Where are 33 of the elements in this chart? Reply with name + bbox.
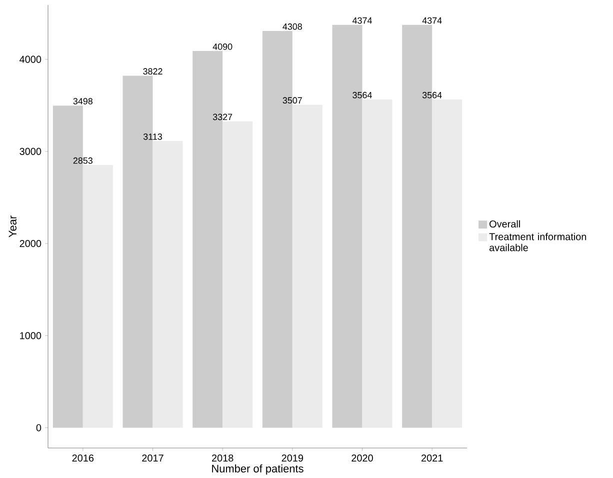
data-label: 3113 (143, 133, 162, 140)
data-label: 3507 (282, 97, 302, 104)
x-tick-label: 2021 (422, 454, 443, 462)
bar (362, 99, 392, 428)
legend-label: Overall (490, 220, 520, 228)
bar (82, 164, 113, 428)
y-tick-label: 0 (36, 424, 42, 432)
bar (222, 121, 253, 428)
data-label: 3564 (352, 92, 372, 98)
data-label: 2853 (73, 157, 92, 164)
bar (432, 99, 462, 428)
bar (152, 141, 183, 428)
y-tick-label: 3000 (20, 148, 42, 155)
y-tick-label: 4000 (20, 56, 42, 63)
data-label: 3564 (422, 92, 442, 98)
data-label: 4374 (422, 17, 442, 24)
x-axis-title: Number of patients (212, 464, 304, 475)
data-label: 3498 (73, 98, 92, 104)
data-label: 3327 (212, 114, 232, 120)
x-tick-label: 2018 (212, 454, 234, 462)
data-label: 4308 (282, 23, 302, 30)
y-tick-label: 1000 (20, 332, 42, 340)
data-label: 3822 (143, 68, 162, 75)
x-tick-label: 2016 (72, 454, 94, 462)
legend-label: Treatment information available (489, 232, 586, 252)
x-tick-label: 2017 (142, 454, 164, 462)
data-label: 4374 (352, 17, 372, 24)
y-axis-title: Year (8, 216, 16, 238)
bar (292, 104, 322, 428)
x-tick-label: 2020 (352, 454, 373, 462)
x-tick-label: 2019 (282, 454, 304, 462)
y-tick-label: 2000 (20, 240, 42, 248)
data-label: 4090 (212, 43, 232, 50)
